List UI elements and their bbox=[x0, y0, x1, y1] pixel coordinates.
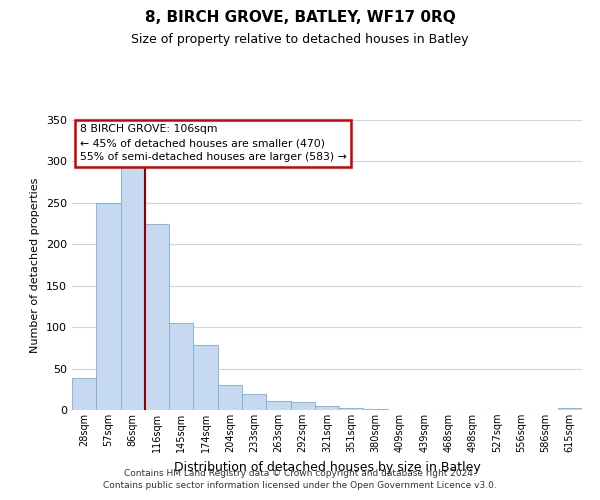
Bar bbox=[145, 224, 169, 410]
Bar bbox=[193, 344, 218, 410]
Bar bbox=[96, 203, 121, 410]
Bar bbox=[218, 385, 242, 410]
Bar bbox=[290, 402, 315, 410]
Text: 8 BIRCH GROVE: 106sqm
← 45% of detached houses are smaller (470)
55% of semi-det: 8 BIRCH GROVE: 106sqm ← 45% of detached … bbox=[80, 124, 346, 162]
Bar bbox=[242, 394, 266, 410]
Bar bbox=[266, 401, 290, 410]
Text: Size of property relative to detached houses in Batley: Size of property relative to detached ho… bbox=[131, 32, 469, 46]
Bar bbox=[339, 408, 364, 410]
Bar bbox=[315, 406, 339, 410]
Text: 8, BIRCH GROVE, BATLEY, WF17 0RQ: 8, BIRCH GROVE, BATLEY, WF17 0RQ bbox=[145, 10, 455, 25]
Bar bbox=[121, 167, 145, 410]
Bar bbox=[558, 408, 582, 410]
Bar bbox=[169, 323, 193, 410]
Y-axis label: Number of detached properties: Number of detached properties bbox=[31, 178, 40, 352]
Bar bbox=[72, 378, 96, 410]
X-axis label: Distribution of detached houses by size in Batley: Distribution of detached houses by size … bbox=[173, 460, 481, 473]
Text: Contains HM Land Registry data © Crown copyright and database right 2024.
Contai: Contains HM Land Registry data © Crown c… bbox=[103, 468, 497, 490]
Bar bbox=[364, 409, 388, 410]
